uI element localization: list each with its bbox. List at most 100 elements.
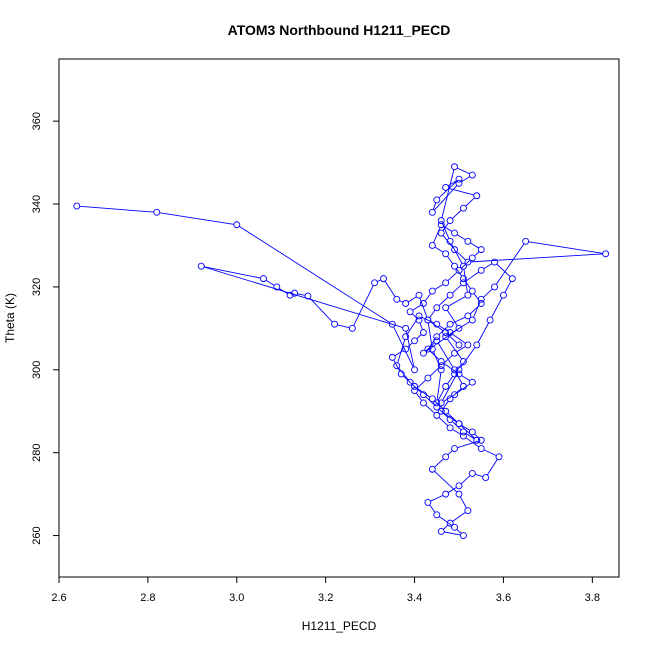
data-point bbox=[442, 184, 450, 191]
data-point bbox=[442, 250, 450, 258]
series-segment bbox=[483, 449, 497, 456]
data-point bbox=[419, 300, 427, 307]
data-point bbox=[477, 445, 485, 452]
data-point bbox=[468, 287, 476, 295]
series-segment bbox=[460, 347, 476, 368]
series-segment bbox=[432, 202, 437, 210]
data-point bbox=[455, 482, 463, 490]
series-segment bbox=[475, 473, 483, 478]
series-segment bbox=[416, 392, 422, 401]
data-point bbox=[437, 217, 445, 225]
data-point bbox=[419, 391, 427, 399]
series-segment bbox=[461, 375, 470, 381]
series-segment bbox=[465, 271, 479, 282]
data-point bbox=[602, 250, 610, 258]
series-segment bbox=[456, 383, 470, 394]
data-point bbox=[73, 202, 81, 210]
data-point bbox=[455, 179, 463, 187]
series-segment bbox=[443, 524, 449, 530]
series-segment bbox=[441, 169, 455, 218]
series-segment bbox=[465, 437, 479, 448]
x-tick-label: 2.6 bbox=[51, 592, 66, 604]
x-axis: 2.6 2.8 3.0 3.2 3.4 3.6 3.8 bbox=[51, 576, 600, 604]
series-segment bbox=[434, 246, 444, 253]
data-point bbox=[428, 345, 436, 353]
series-segment bbox=[437, 388, 445, 401]
series-segment bbox=[425, 404, 435, 414]
data-point bbox=[451, 163, 459, 171]
series-segment bbox=[461, 424, 470, 431]
series-segment bbox=[447, 310, 458, 326]
y-tick-label: 260 bbox=[31, 526, 43, 544]
series-segment bbox=[457, 234, 466, 241]
series-segment bbox=[434, 284, 444, 290]
data-point bbox=[446, 237, 454, 245]
data-point bbox=[437, 366, 445, 374]
data-point bbox=[286, 291, 294, 299]
series-segment bbox=[429, 504, 436, 513]
data-point bbox=[455, 341, 463, 349]
data-point bbox=[424, 374, 432, 382]
data-point bbox=[459, 262, 467, 270]
data-point bbox=[411, 337, 419, 345]
series-segment bbox=[438, 343, 454, 368]
data-point bbox=[371, 279, 379, 287]
series-segment bbox=[419, 322, 423, 330]
x-tick-label: 3.2 bbox=[318, 592, 333, 604]
data-point bbox=[464, 258, 472, 266]
chart-title: ATOM3 Northbound H1211_PECD bbox=[228, 22, 451, 38]
series-segment bbox=[434, 185, 458, 211]
data-point bbox=[433, 399, 441, 407]
series-segment bbox=[443, 355, 453, 364]
series-segment bbox=[407, 318, 418, 335]
data-point bbox=[153, 208, 161, 216]
data-point bbox=[468, 254, 476, 262]
data-point bbox=[433, 337, 441, 345]
data-point bbox=[442, 333, 450, 341]
y-tick-label: 340 bbox=[31, 195, 43, 213]
series-segment bbox=[204, 266, 403, 328]
series-segment bbox=[460, 496, 467, 509]
data-point bbox=[428, 208, 436, 216]
series-segment bbox=[461, 425, 475, 439]
data-point bbox=[419, 329, 427, 336]
series-segment bbox=[384, 281, 396, 297]
series-segment bbox=[447, 376, 454, 385]
data-point bbox=[406, 378, 414, 386]
series-segment bbox=[452, 429, 461, 435]
series-segment bbox=[416, 379, 426, 389]
data-point bbox=[446, 217, 454, 225]
series-segment bbox=[397, 339, 406, 363]
data-point bbox=[415, 316, 423, 324]
data-point bbox=[348, 324, 356, 332]
data-point bbox=[451, 366, 459, 374]
data-point bbox=[442, 279, 450, 287]
data-point bbox=[499, 291, 507, 299]
x-tick-label: 3.4 bbox=[407, 592, 422, 604]
data-point bbox=[393, 295, 401, 303]
data-point bbox=[459, 428, 467, 436]
data-point bbox=[451, 523, 459, 531]
series-segment bbox=[448, 487, 457, 493]
series-segment bbox=[477, 322, 489, 343]
data-point bbox=[424, 316, 432, 324]
data-point bbox=[433, 320, 441, 328]
data-point bbox=[428, 287, 436, 295]
data-point bbox=[402, 324, 410, 332]
series-segment bbox=[407, 342, 413, 348]
data-point bbox=[437, 399, 445, 407]
data-point bbox=[473, 192, 481, 200]
series-segment bbox=[470, 242, 479, 249]
data-point bbox=[428, 395, 436, 403]
series-segment bbox=[448, 296, 466, 307]
data-point bbox=[464, 312, 472, 320]
data-point bbox=[451, 262, 459, 270]
data-point bbox=[451, 370, 459, 378]
data-point bbox=[402, 333, 410, 341]
data-point bbox=[455, 324, 463, 332]
series-segment bbox=[447, 338, 462, 360]
series-segment bbox=[394, 350, 404, 357]
data-point bbox=[459, 432, 467, 440]
series-segment bbox=[447, 272, 457, 281]
series-segment bbox=[442, 235, 453, 248]
